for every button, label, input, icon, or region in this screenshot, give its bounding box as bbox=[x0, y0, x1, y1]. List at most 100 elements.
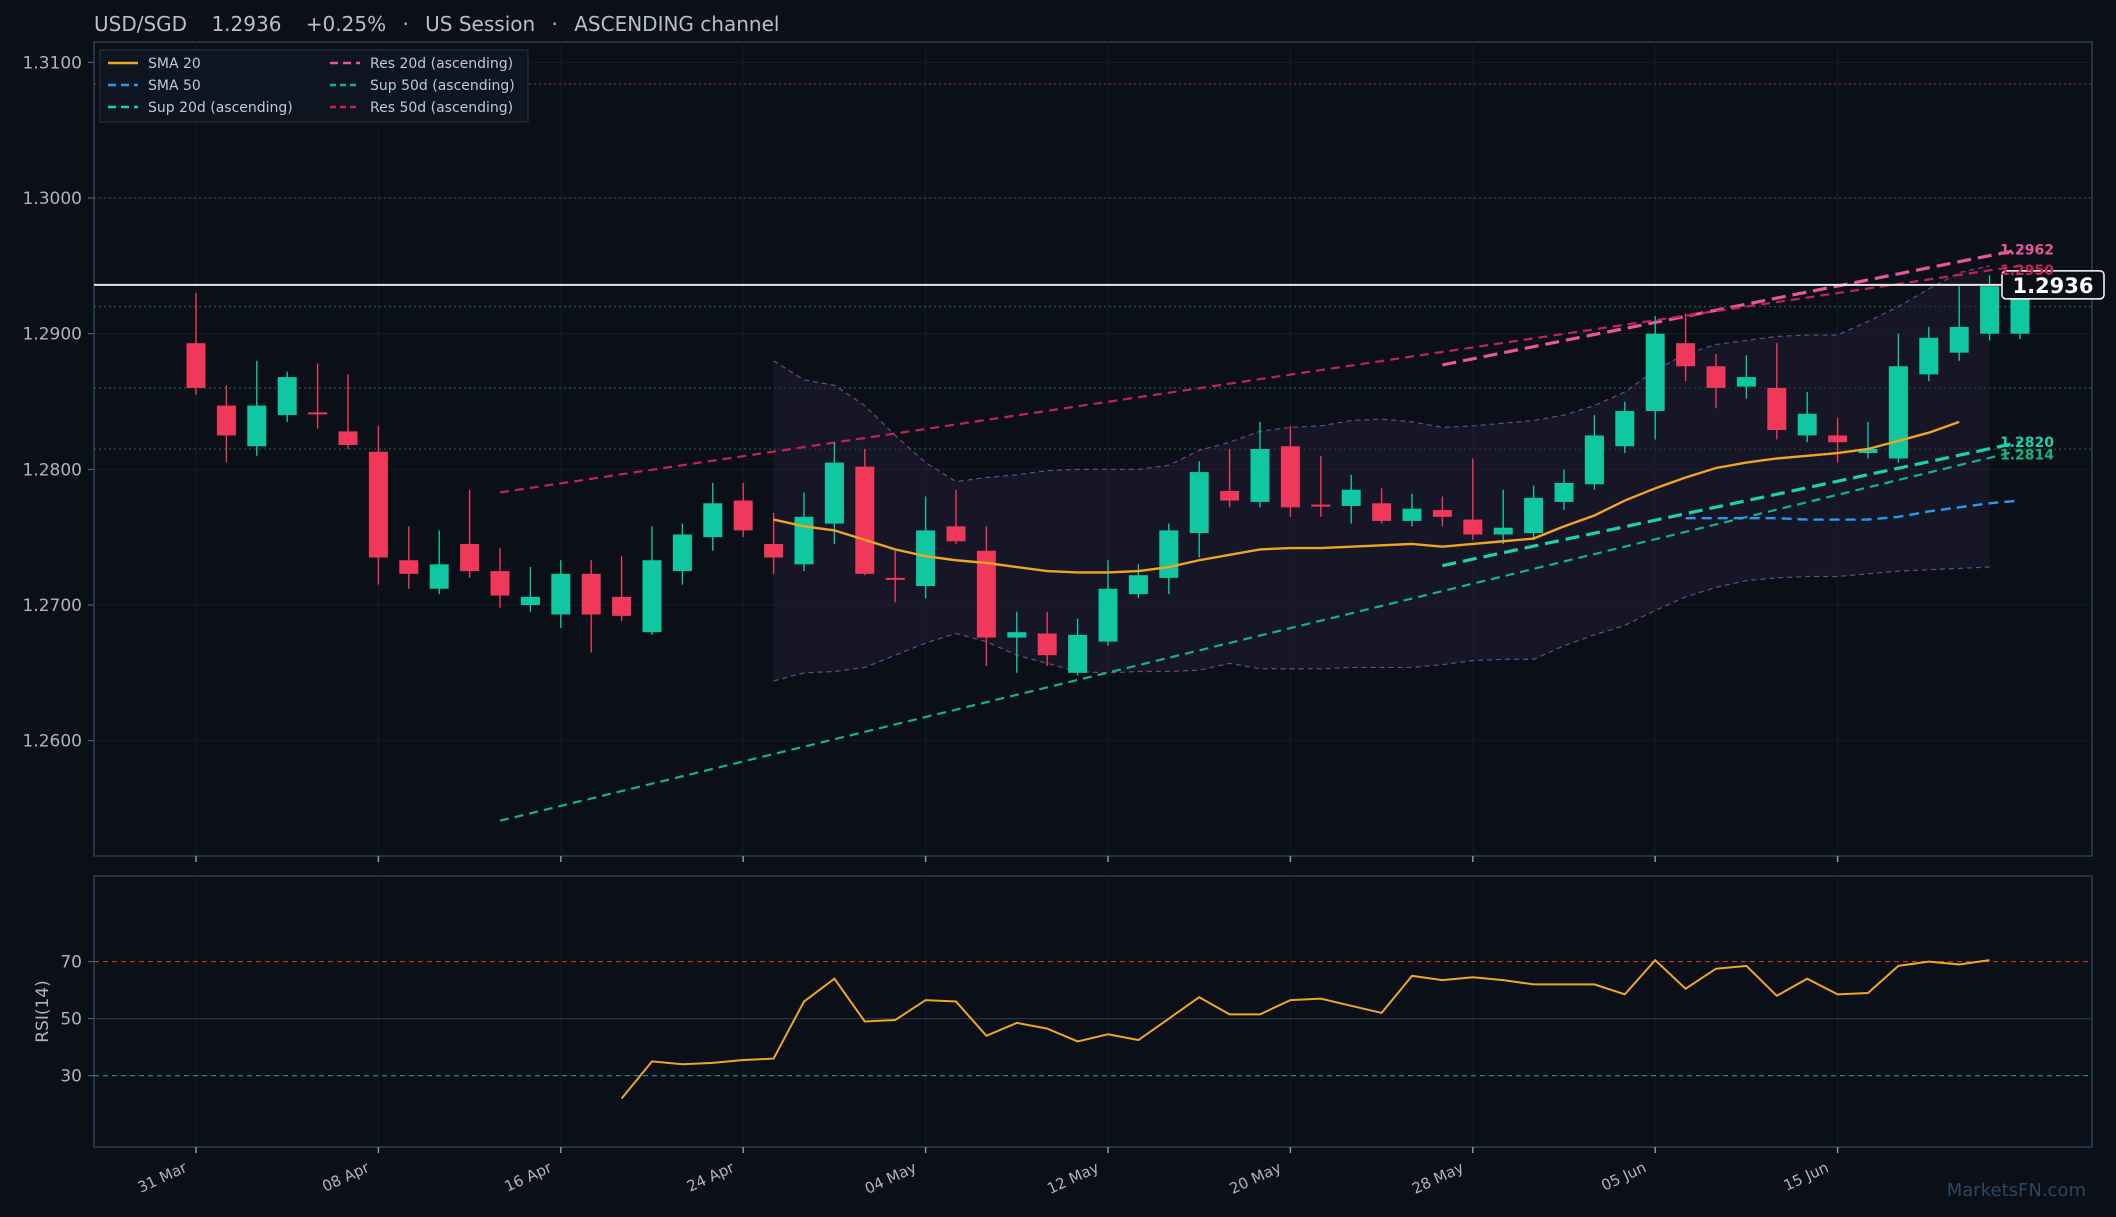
candle-body bbox=[1068, 634, 1088, 673]
candle-body bbox=[733, 500, 753, 531]
price-tick-label: 1.3000 bbox=[23, 189, 82, 209]
candle-body bbox=[1645, 333, 1665, 412]
candle-body bbox=[794, 516, 814, 565]
price-tick-label: 1.2800 bbox=[23, 460, 82, 480]
candle-body bbox=[672, 534, 692, 572]
title-separator: · bbox=[552, 12, 558, 36]
candle-body bbox=[824, 462, 844, 524]
date-tick-label: 24 Apr bbox=[684, 1158, 738, 1196]
candle-body bbox=[946, 526, 966, 542]
candle-body bbox=[1037, 633, 1057, 656]
legend-box bbox=[99, 49, 529, 123]
date-tick-label: 31 Mar bbox=[135, 1158, 191, 1197]
candle-body bbox=[308, 412, 328, 415]
candle-body bbox=[1888, 366, 1908, 459]
date-tick-label: 04 May bbox=[862, 1158, 919, 1198]
rsi-tick-label: 70 bbox=[60, 953, 82, 973]
candle-body bbox=[216, 405, 236, 436]
title-separator: · bbox=[402, 12, 408, 36]
symbol-label: USD/SGD bbox=[94, 12, 187, 36]
candle-body bbox=[1949, 326, 1969, 353]
candle-body bbox=[429, 564, 449, 589]
candle-body bbox=[1128, 575, 1148, 595]
rsi-line bbox=[620, 958, 1990, 1100]
sma20-line bbox=[773, 420, 1960, 574]
trendline bbox=[499, 449, 2021, 822]
trendline-value-label: 1.2820 bbox=[2000, 435, 2054, 451]
candle-body bbox=[368, 451, 388, 558]
candle-body bbox=[1220, 491, 1240, 501]
candle-body bbox=[338, 431, 358, 445]
candle-body bbox=[1250, 449, 1270, 502]
change-label: +0.25% bbox=[306, 12, 386, 36]
chart-title: USD/SGD 1.2936 +0.25% · US Session · ASC… bbox=[94, 12, 779, 36]
rsi-tick-label: 50 bbox=[60, 1010, 82, 1030]
candle-body bbox=[1007, 632, 1027, 638]
legend-label: SMA 50 bbox=[148, 78, 201, 94]
candle-body bbox=[1189, 472, 1209, 534]
price-label: 1.2936 bbox=[211, 12, 281, 36]
candle-body bbox=[642, 560, 662, 633]
candle-body bbox=[520, 596, 540, 606]
candle-body bbox=[1919, 337, 1939, 375]
candle-body bbox=[703, 503, 723, 538]
watermark: MarketsFN.com bbox=[1947, 1180, 2086, 1201]
price-tick-label: 1.2700 bbox=[23, 596, 82, 616]
date-tick-label: 16 Apr bbox=[502, 1158, 556, 1196]
candle-body bbox=[764, 543, 784, 558]
candle-body bbox=[1402, 508, 1422, 521]
candle-body bbox=[1372, 503, 1392, 521]
candle-body bbox=[581, 573, 601, 615]
rsi-panel: 30 50 70 RSI(14) bbox=[33, 875, 2093, 1148]
candle-body bbox=[855, 466, 875, 574]
date-tick-label: 12 May bbox=[1044, 1158, 1101, 1198]
candle-body bbox=[1432, 510, 1452, 517]
legend: SMA 20 SMA 50 Sup 20d (ascending) Res 20d (… bbox=[99, 49, 529, 123]
legend-label: Res 20d (ascending) bbox=[370, 56, 513, 72]
candle-body bbox=[551, 573, 571, 615]
candle-body bbox=[1797, 413, 1817, 436]
candle-body bbox=[1736, 377, 1756, 387]
candle-body bbox=[1615, 411, 1635, 447]
last-price-label: 1.2936 bbox=[2012, 274, 2093, 298]
candle-body bbox=[1493, 527, 1513, 535]
candle-body bbox=[1098, 588, 1118, 642]
date-tick-label: 28 May bbox=[1409, 1158, 1466, 1198]
candle-body bbox=[277, 377, 297, 416]
price-tick-label: 1.2900 bbox=[23, 325, 82, 345]
candle-body bbox=[1311, 504, 1331, 507]
candle-body bbox=[1341, 489, 1361, 506]
rsi-tick-label: 30 bbox=[60, 1067, 82, 1087]
candle-body bbox=[1858, 449, 1878, 454]
candle-body bbox=[1676, 343, 1696, 367]
date-tick-label: 20 May bbox=[1227, 1158, 1284, 1198]
candle-body bbox=[1463, 519, 1483, 535]
candle-body bbox=[1524, 497, 1544, 534]
band-upper-line bbox=[773, 265, 1990, 483]
candle-body bbox=[1280, 446, 1300, 508]
legend-label: Res 50d (ascending) bbox=[370, 100, 513, 116]
candle-body bbox=[1767, 387, 1787, 431]
trendline bbox=[1442, 440, 2021, 568]
candle-body bbox=[1159, 530, 1179, 578]
channel-label: ASCENDING channel bbox=[574, 12, 779, 36]
price-panel: 1.2600 1.2700 1.2800 1.2900 1.3000 1.3100 1.29… bbox=[23, 41, 2105, 857]
candle-body bbox=[1706, 366, 1726, 388]
legend-label: SMA 20 bbox=[148, 56, 201, 72]
candle-body bbox=[885, 577, 905, 580]
candle-body bbox=[247, 405, 267, 447]
candle-body bbox=[976, 550, 996, 638]
session-label: US Session bbox=[425, 12, 535, 36]
rsi-panel-frame bbox=[93, 875, 2093, 1148]
candle-body bbox=[186, 343, 206, 388]
candle-body bbox=[1828, 435, 1848, 443]
trendline-value-label: 1.2814 bbox=[2000, 447, 2054, 463]
trendline-value-label: 1.2950 bbox=[2000, 263, 2054, 279]
candle-body bbox=[612, 596, 632, 616]
trendline bbox=[1442, 248, 2021, 367]
rsi-axis-label: RSI(14) bbox=[33, 980, 53, 1043]
legend-label: Sup 20d (ascending) bbox=[148, 100, 293, 116]
legend-label: Sup 50d (ascending) bbox=[370, 78, 515, 94]
candle-body bbox=[916, 530, 936, 587]
